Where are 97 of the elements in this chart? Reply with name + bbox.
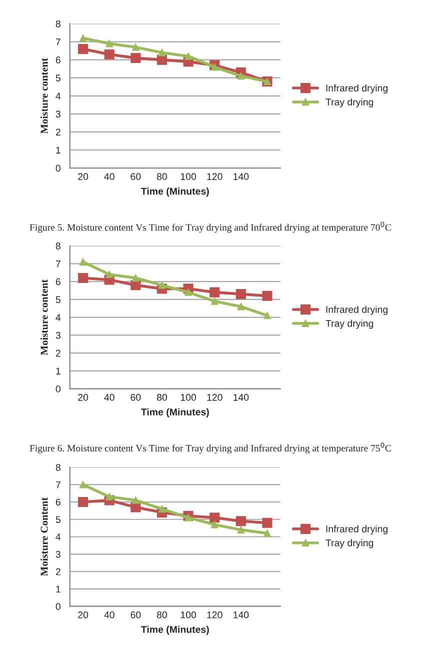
- point: [237, 302, 245, 310]
- x-tick-label: 20: [78, 173, 88, 180]
- point: [106, 270, 113, 278]
- point: [237, 526, 245, 534]
- point: [79, 34, 87, 42]
- x-tick-label: 40: [104, 173, 114, 180]
- y-tick-label: 6: [56, 56, 60, 64]
- x-tick-label: 20: [78, 611, 88, 618]
- point: [78, 44, 88, 54]
- point: [132, 274, 140, 282]
- legend-label: Infrared drying: [326, 84, 388, 94]
- legend-label: Infrared drying: [326, 306, 388, 315]
- y-axis-title: Moisture content: [40, 279, 48, 356]
- y-tick-label: 4: [56, 314, 61, 321]
- y-tick-label: 0: [56, 603, 60, 610]
- point: [184, 514, 192, 522]
- y-tick-label: 5: [56, 516, 60, 523]
- point: [262, 290, 272, 301]
- point: [236, 289, 246, 300]
- x-tick-label: 60: [130, 611, 141, 618]
- point: [237, 72, 245, 80]
- x-tick-label: 120: [207, 173, 222, 180]
- y-tick-label: 3: [56, 550, 60, 558]
- x-tick-label: 140: [234, 173, 249, 180]
- legend-label: Tray drying: [326, 539, 374, 548]
- point: [158, 281, 166, 289]
- x-tick-label: 60: [130, 394, 141, 401]
- x-axis-title: Time (Minutes): [141, 408, 209, 418]
- legend-label: Infrared drying: [326, 525, 388, 534]
- point: [264, 530, 271, 537]
- y-tick-label: 5: [56, 74, 60, 82]
- point: [132, 44, 140, 51]
- point: [184, 52, 192, 60]
- y-tick-label: 8: [56, 20, 60, 28]
- x-tick-label: 100: [180, 394, 196, 401]
- point: [158, 48, 166, 56]
- y-tick-label: 7: [56, 260, 60, 268]
- point: [106, 40, 113, 48]
- x-tick-label: 40: [104, 611, 114, 618]
- point: [130, 52, 141, 64]
- point: [78, 496, 88, 508]
- point: [264, 312, 271, 320]
- y-tick-label: 7: [56, 481, 60, 488]
- caption: Figure 6. Moisture content Vs Time for Tray drying and Infrared drying at temperature 75$^{0}$C: [30, 442, 391, 454]
- y-tick-label: 0: [56, 164, 60, 172]
- point: [262, 518, 272, 528]
- point: [132, 496, 140, 504]
- x-tick-label: 100: [180, 611, 196, 618]
- point: [210, 512, 220, 523]
- y-tick-label: 1: [56, 586, 60, 592]
- caption: Figure 5. Moisture content Vs Time for Tray drying and Infrared drying at temperature 70$^{0}$C: [30, 222, 391, 233]
- point: [79, 480, 87, 488]
- x-tick-label: 20: [78, 394, 88, 401]
- point: [78, 272, 88, 284]
- y-tick-label: 2: [56, 350, 60, 357]
- y-tick-label: 6: [56, 278, 60, 286]
- x-tick-label: 120: [207, 394, 222, 401]
- y-tick-label: 3: [56, 110, 60, 118]
- x-tick-label: 40: [104, 394, 114, 401]
- y-tick-label: 0: [56, 386, 60, 392]
- x-tick-label: 100: [180, 173, 196, 180]
- point: [79, 258, 87, 266]
- y-tick-label: 6: [56, 498, 60, 506]
- point: [104, 49, 114, 60]
- y-tick-label: 4: [56, 534, 61, 540]
- y-tick-label: 8: [56, 242, 60, 250]
- y-tick-label: 1: [56, 368, 60, 374]
- legend-label: Tray drying: [326, 98, 374, 108]
- point: [184, 288, 192, 296]
- point: [106, 493, 113, 500]
- x-tick-label: 80: [156, 611, 168, 618]
- y-tick-label: 3: [56, 332, 60, 339]
- x-tick-label: 140: [234, 611, 249, 618]
- y-tick-label: 8: [56, 464, 60, 471]
- point: [210, 298, 218, 305]
- point: [210, 63, 218, 71]
- x-tick-label: 80: [156, 173, 168, 180]
- y-tick-label: 5: [56, 296, 60, 304]
- x-tick-label: 80: [156, 394, 168, 401]
- point: [210, 520, 218, 528]
- x-tick-label: 120: [207, 611, 222, 618]
- y-tick-label: 7: [56, 38, 60, 46]
- y-tick-label: 4: [56, 92, 61, 100]
- x-axis-title: Time (Minutes): [141, 626, 209, 635]
- x-tick-label: 60: [130, 173, 141, 180]
- y-tick-label: 2: [56, 568, 60, 576]
- legend-label: Tray drying: [326, 320, 374, 329]
- point: [210, 287, 220, 298]
- x-tick-label: 140: [234, 394, 249, 401]
- point: [158, 505, 166, 513]
- point: [236, 516, 246, 526]
- y-axis-title: Moisture Content: [40, 497, 48, 576]
- x-axis-title: Time (Minutes): [141, 188, 209, 197]
- y-tick-label: 1: [56, 146, 60, 154]
- y-tick-label: 2: [56, 128, 60, 136]
- y-axis-title: Moisture content: [40, 58, 48, 134]
- point: [156, 54, 168, 65]
